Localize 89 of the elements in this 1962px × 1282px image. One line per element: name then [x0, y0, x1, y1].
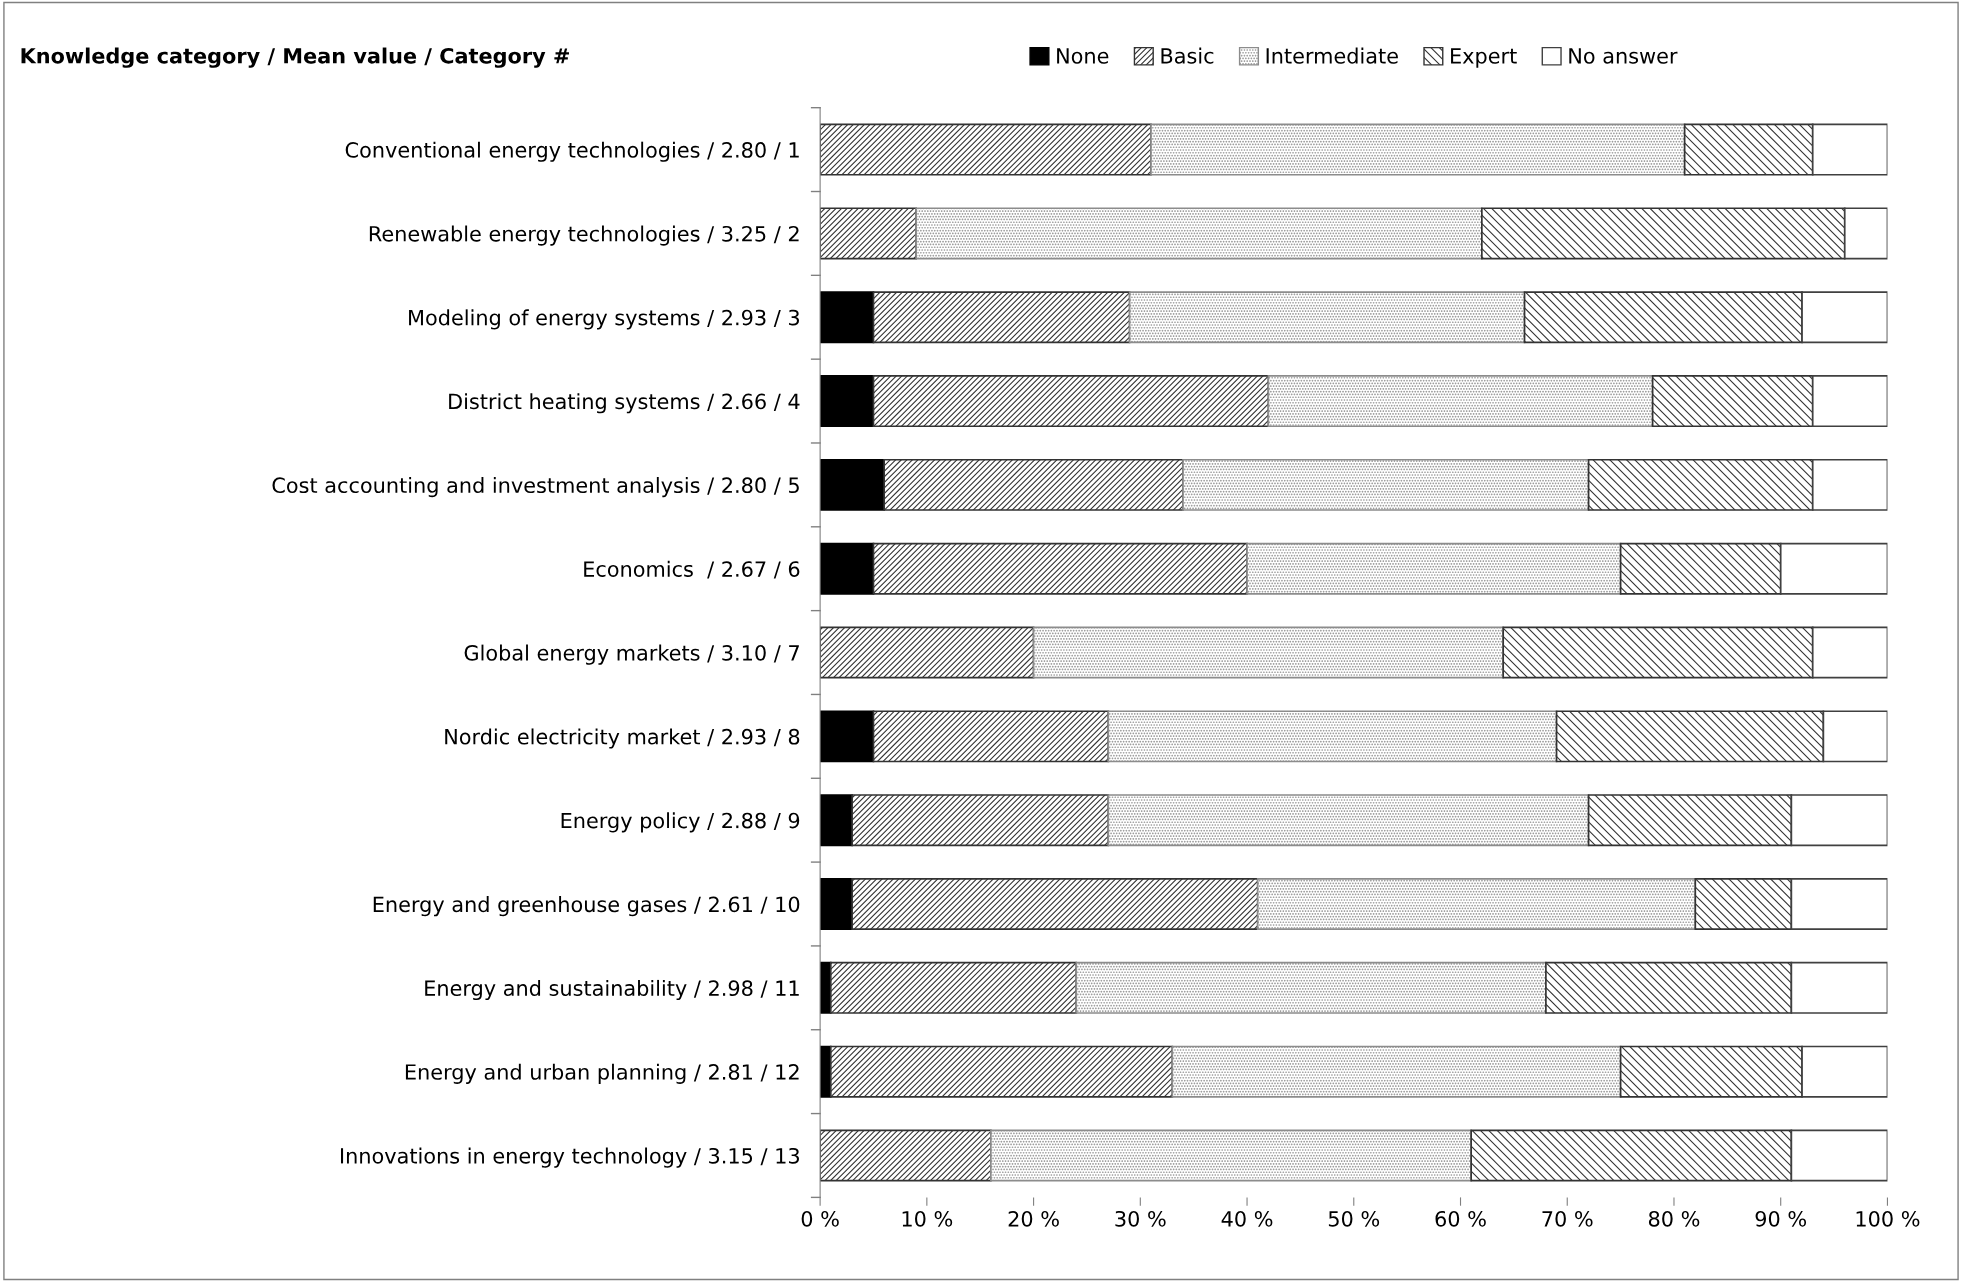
x-tick-label: 20 %	[1008, 1210, 1059, 1227]
bar	[1545, 961, 1793, 1014]
bar	[1811, 375, 1888, 428]
bar	[1801, 1045, 1888, 1098]
x-tick-label: 10 %	[902, 1210, 953, 1227]
x-tick-label: 40 %	[1221, 1210, 1273, 1227]
bar	[1790, 1129, 1888, 1182]
bar	[1843, 207, 1888, 260]
bar	[820, 123, 1152, 176]
legend-label: None	[1057, 48, 1109, 64]
bar	[872, 710, 1110, 763]
bar	[1587, 794, 1793, 847]
bar	[820, 207, 918, 260]
bar	[872, 542, 1248, 595]
x-tick-label: 90 %	[1755, 1210, 1807, 1227]
x-tick-label: 100 %	[1856, 1210, 1920, 1227]
y-tick-label: Cost accounting and investment analysis / 2.80 / 5	[272, 476, 799, 498]
bar	[1811, 626, 1888, 679]
bar	[883, 458, 1184, 511]
bar	[1150, 123, 1686, 176]
bar	[1822, 710, 1888, 763]
x-tick-label: 80 %	[1648, 1210, 1700, 1227]
y-tick-label: Innovations in energy technology / 3.15 / 13	[341, 1147, 799, 1168]
bar	[915, 207, 1483, 260]
bar	[990, 1129, 1473, 1182]
bar	[1790, 878, 1888, 930]
bar	[1032, 626, 1505, 679]
bar	[851, 878, 1259, 930]
bar	[851, 794, 1110, 847]
bar	[872, 291, 1131, 344]
bar	[820, 458, 885, 511]
bar	[820, 794, 853, 847]
bar	[1811, 458, 1888, 511]
bar	[1790, 961, 1888, 1014]
y-tick-label: District heating systems / 2.66 / 4	[449, 393, 800, 414]
legend-label: Intermediate	[1266, 47, 1398, 64]
x-tick-label: 70 %	[1542, 1210, 1593, 1227]
y-tick-label: Economics / 2.67 / 6	[584, 560, 800, 579]
bar	[1811, 123, 1888, 176]
x-tick-label: 30 %	[1115, 1210, 1166, 1227]
bar	[872, 375, 1270, 428]
bar	[1107, 710, 1558, 763]
y-tick-label: Nordic electricity market / 2.93 / 8	[445, 728, 800, 749]
bar	[1481, 207, 1846, 260]
bar	[820, 626, 1035, 679]
x-tick-label: 60 %	[1435, 1210, 1486, 1227]
y-tick-label: Energy and sustainability / 2.98 / 11	[425, 979, 799, 1001]
y-tick-label: Energy and greenhouse gases / 2.61 / 10	[373, 896, 800, 917]
bar	[1182, 458, 1590, 511]
y-tick-label: Global energy markets / 3.10 / 7	[464, 644, 799, 665]
bar	[1075, 961, 1547, 1014]
bar	[1683, 123, 1814, 176]
bar	[1267, 375, 1654, 428]
bar	[1502, 626, 1814, 679]
y-tick-label: Renewable energy technologies / 3.25 / 2	[369, 225, 799, 246]
bar	[1651, 375, 1814, 428]
legend-label: Expert	[1451, 48, 1517, 68]
bar	[1790, 794, 1888, 847]
bar	[1246, 542, 1622, 595]
y-axis-title: Knowledge category / Mean value / Category #	[21, 47, 569, 68]
bar	[820, 710, 875, 763]
x-tick-label: 0 %	[801, 1210, 839, 1227]
x-tick-label: 50 %	[1328, 1210, 1380, 1227]
y-tick-label: Energy policy / 2.88 / 9	[561, 812, 800, 833]
legend-label: Basic	[1161, 47, 1214, 64]
bar	[1801, 291, 1888, 344]
bar	[820, 375, 875, 428]
bar	[1171, 1045, 1622, 1098]
bar	[1619, 542, 1782, 595]
legend-label: No answer	[1569, 48, 1678, 64]
bar	[1779, 542, 1888, 595]
y-tick-label: Energy and urban planning / 2.81 / 12	[405, 1063, 799, 1084]
bar	[820, 1129, 992, 1182]
bar	[1694, 878, 1793, 930]
bar	[1523, 291, 1803, 344]
y-tick-label: Modeling of energy systems / 2.93 / 3	[409, 309, 799, 330]
bar	[1587, 458, 1814, 511]
bar	[1107, 794, 1590, 847]
bar	[829, 1045, 1174, 1098]
bar	[820, 542, 875, 595]
bar	[820, 878, 853, 930]
bar	[1619, 1045, 1803, 1098]
bar	[1256, 878, 1697, 930]
bar	[829, 961, 1078, 1014]
bar	[820, 291, 875, 344]
bar	[1470, 1129, 1793, 1182]
bar	[1128, 291, 1526, 344]
bar	[1555, 710, 1825, 763]
y-tick-label: Conventional energy technologies / 2.80 / 1	[345, 141, 799, 162]
